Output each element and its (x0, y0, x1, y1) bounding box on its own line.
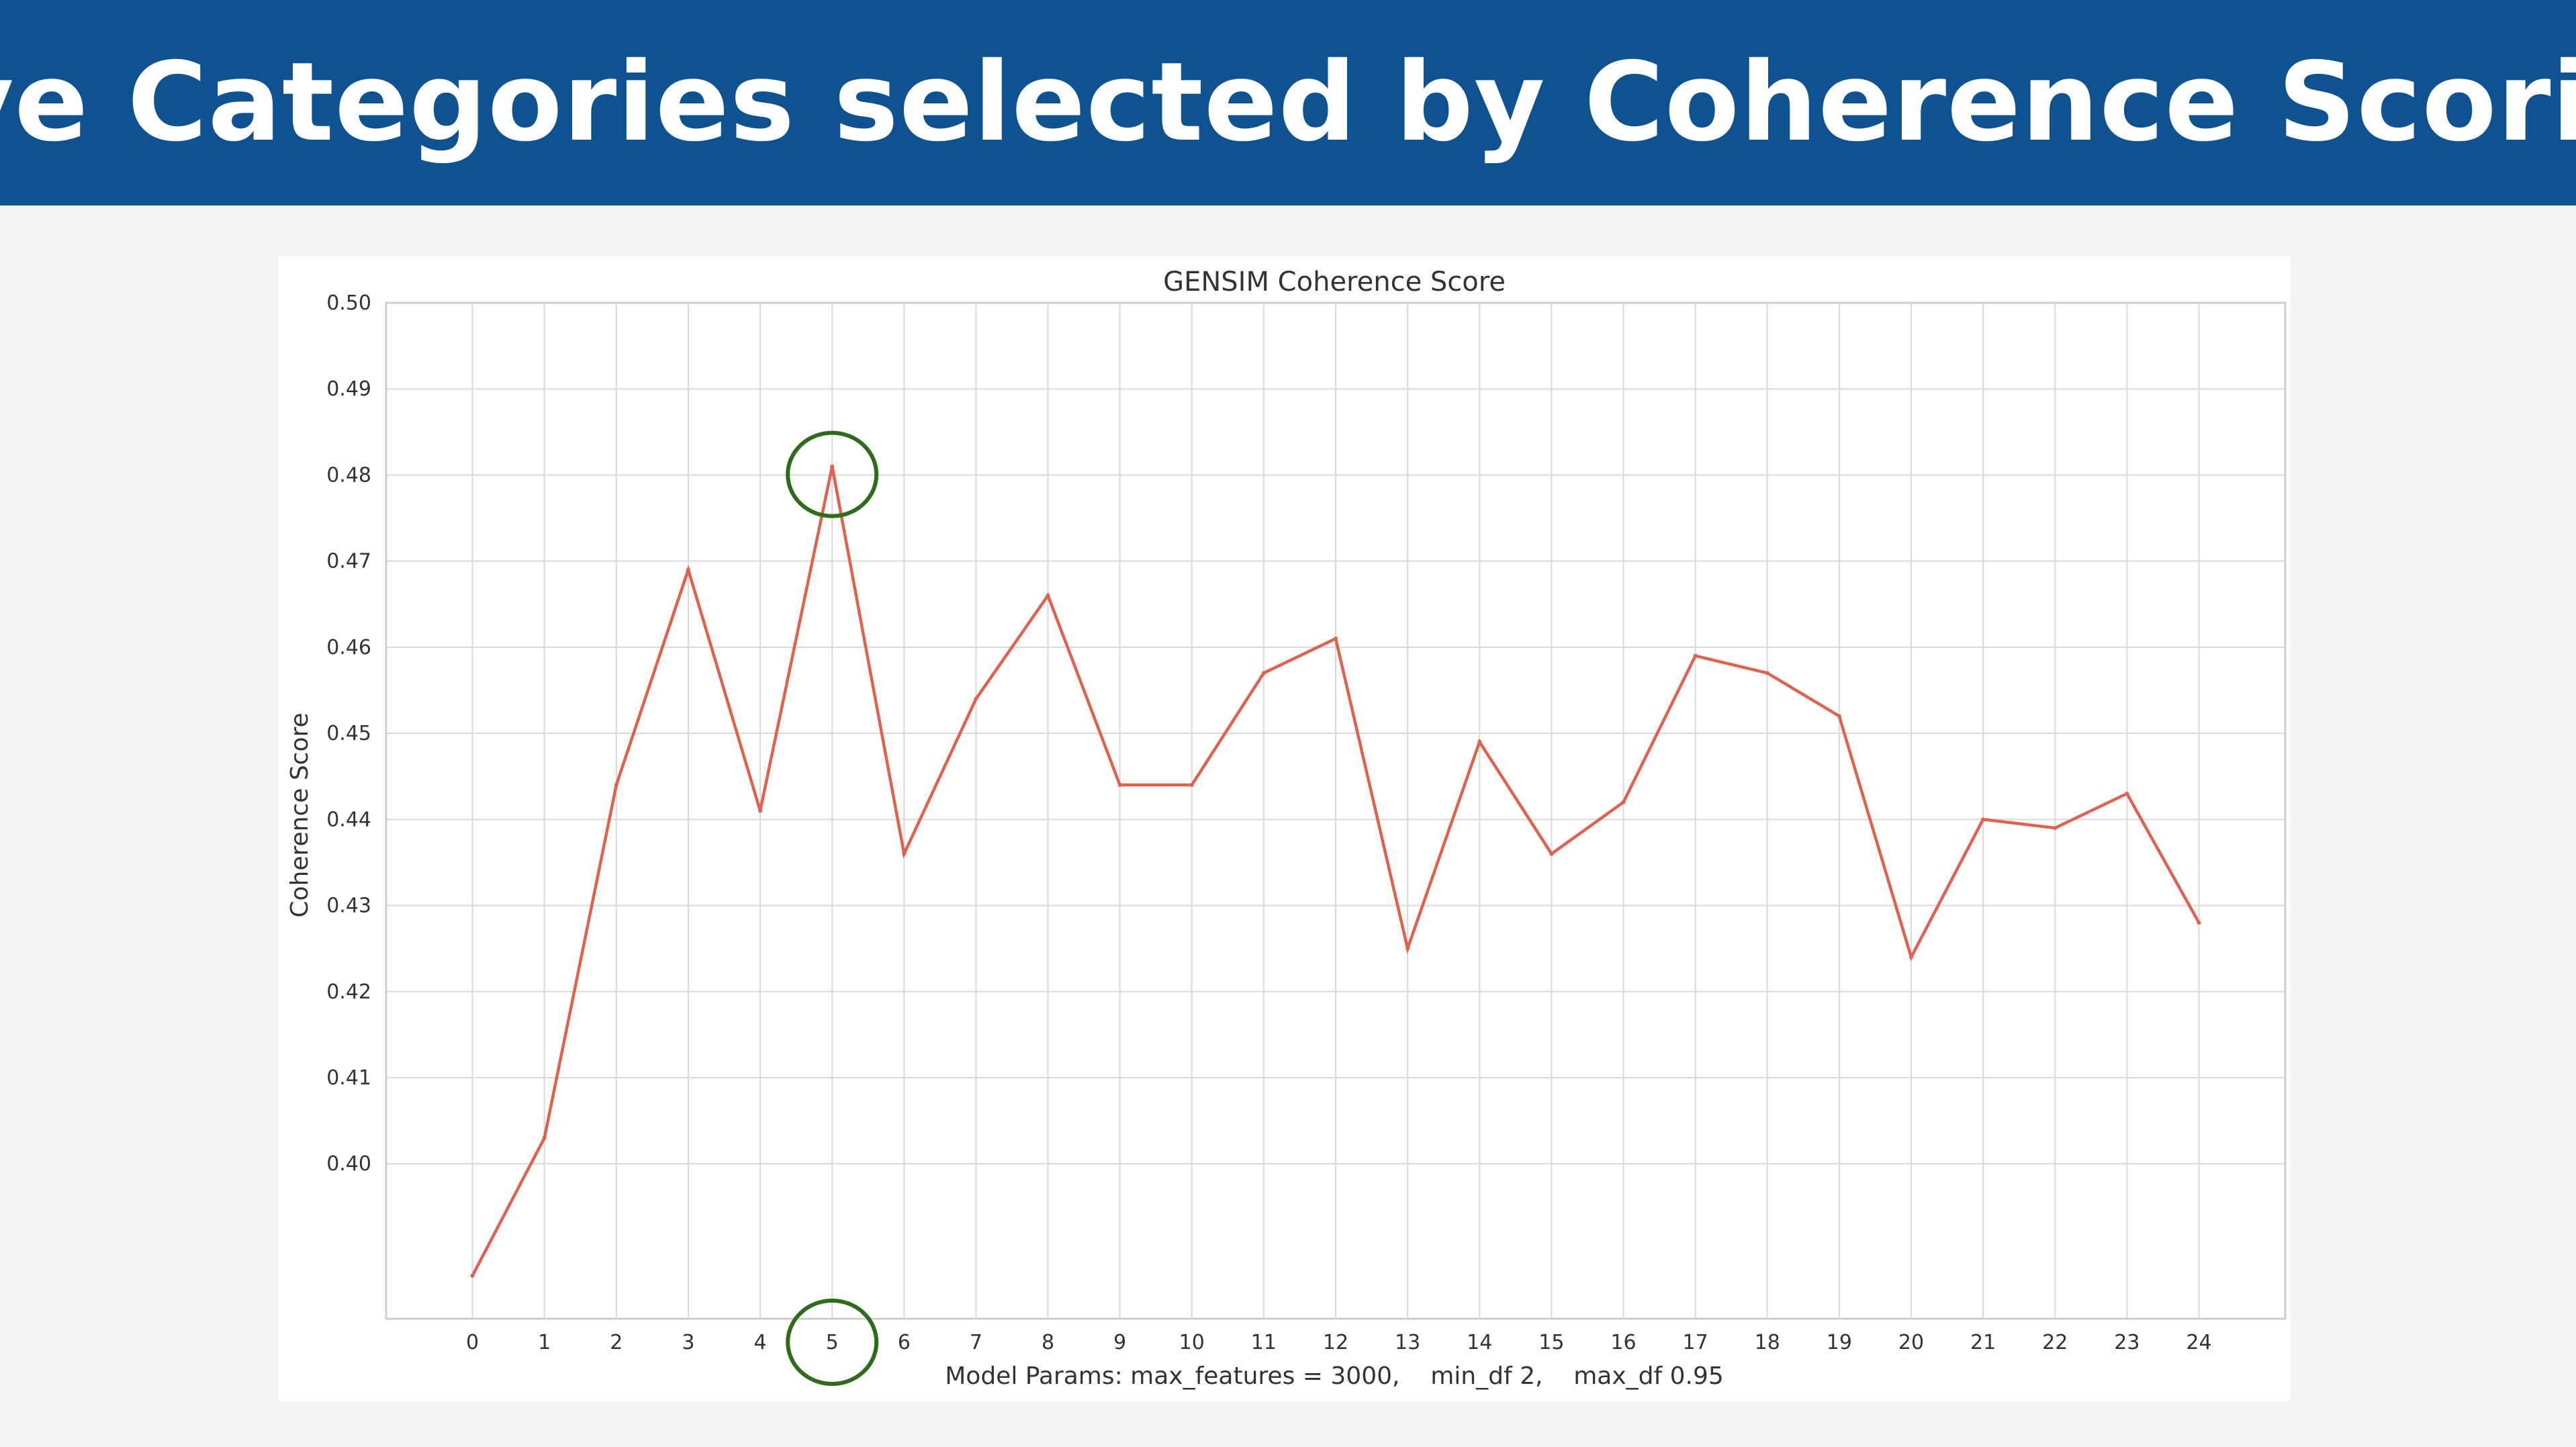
data-point (1117, 783, 1122, 788)
coherence-line-chart: 0.40 0.41 0.42 0.43 0.44 0.45 0.46 0.47 0.48 0.49… (286, 267, 2287, 1390)
data-point (542, 1135, 547, 1140)
x-tick-label: 15 (1538, 1331, 1564, 1354)
x-tick-label: 6 (898, 1331, 911, 1354)
data-point (2197, 921, 2201, 925)
data-point (1981, 817, 1986, 822)
x-tick-label: 24 (2186, 1331, 2211, 1354)
x-axis-title: Model Params: max_features = 3000, min_d… (945, 1362, 1724, 1390)
title-banner: Five Categories selected by Coherence Sc… (0, 0, 2576, 205)
x-tick-labels: 0 1 2 3 4 5 6 7 8 9 10 11 12 13 14 15 16 17 18 19 20 21 22 23 24 (466, 1331, 2212, 1354)
data-point (758, 808, 763, 813)
x-tick-label: 16 (1610, 1331, 1636, 1354)
x-tick-label: 22 (2042, 1331, 2068, 1354)
x-tick-label: 12 (1323, 1331, 1348, 1354)
data-point (1406, 946, 1410, 951)
data-point (902, 851, 907, 856)
y-tick-label: 0.40 (326, 1152, 371, 1176)
x-tick-label: 23 (2114, 1331, 2140, 1354)
data-point (1477, 739, 1482, 744)
peak-highlight-circle (786, 430, 879, 518)
y-tick-label: 0.45 (326, 722, 371, 745)
data-point (1621, 800, 1626, 804)
highlight-layer (786, 430, 879, 1386)
data-point (686, 567, 690, 572)
data-point (470, 1273, 475, 1278)
x-tick-label: 19 (1827, 1331, 1852, 1354)
data-point (1046, 593, 1050, 598)
x-tick-label: 21 (1970, 1331, 1996, 1354)
x-tick-label: 3 (682, 1331, 694, 1354)
x-tick-label: 1 (538, 1331, 551, 1354)
chart-panel: 0.40 0.41 0.42 0.43 0.44 0.45 0.46 0.47 0.48 0.49… (279, 256, 2291, 1401)
data-point (1837, 714, 1841, 718)
y-tick-label: 0.44 (326, 808, 371, 831)
y-tick-label: 0.42 (326, 980, 371, 1004)
data-point (1693, 653, 1698, 658)
x-tick-label: 5 (826, 1331, 839, 1354)
data-point (2053, 826, 2058, 831)
tick-highlight-circle (786, 1299, 879, 1386)
x-tick-label: 10 (1179, 1331, 1205, 1354)
chart-title: GENSIM Coherence Score (1163, 267, 1506, 297)
data-point (974, 696, 978, 701)
data-point (1189, 783, 1194, 788)
series-layer (470, 464, 2201, 1278)
x-tick-label: 14 (1467, 1331, 1492, 1354)
x-tick-label: 7 (970, 1331, 982, 1354)
x-tick-label: 20 (1898, 1331, 1924, 1354)
data-point (1549, 851, 1554, 856)
y-tick-label: 0.46 (326, 636, 371, 659)
x-tick-label: 18 (1755, 1331, 1780, 1354)
y-tick-label: 0.50 (326, 291, 371, 315)
data-point (1765, 671, 1769, 675)
x-tick-label: 9 (1113, 1331, 1126, 1354)
x-tick-label: 4 (753, 1331, 766, 1354)
y-tick-label: 0.49 (326, 377, 371, 401)
x-tick-label: 0 (466, 1331, 479, 1354)
y-tick-label: 0.43 (326, 894, 371, 918)
y-tick-label: 0.47 (326, 550, 371, 573)
x-tick-label: 17 (1683, 1331, 1708, 1354)
data-point (1908, 955, 1913, 960)
data-point (1334, 637, 1338, 641)
y-tick-labels: 0.40 0.41 0.42 0.43 0.44 0.45 0.46 0.47 0.48 0.49… (326, 291, 371, 1176)
data-point (614, 783, 618, 788)
data-point (2125, 791, 2129, 796)
y-axis-title: Coherence Score (286, 712, 314, 917)
data-point (1261, 671, 1266, 675)
x-tick-label: 11 (1251, 1331, 1277, 1354)
grid-layer (386, 302, 2285, 1319)
data-point (830, 464, 835, 469)
x-tick-label: 13 (1395, 1331, 1420, 1354)
slide-title: Five Categories selected by Coherence Sc… (0, 40, 2576, 166)
x-tick-label: 8 (1042, 1331, 1054, 1354)
y-tick-label: 0.41 (326, 1066, 371, 1090)
y-tick-label: 0.48 (326, 463, 371, 487)
plot-frame (385, 301, 2287, 1320)
x-tick-label: 2 (610, 1331, 623, 1354)
